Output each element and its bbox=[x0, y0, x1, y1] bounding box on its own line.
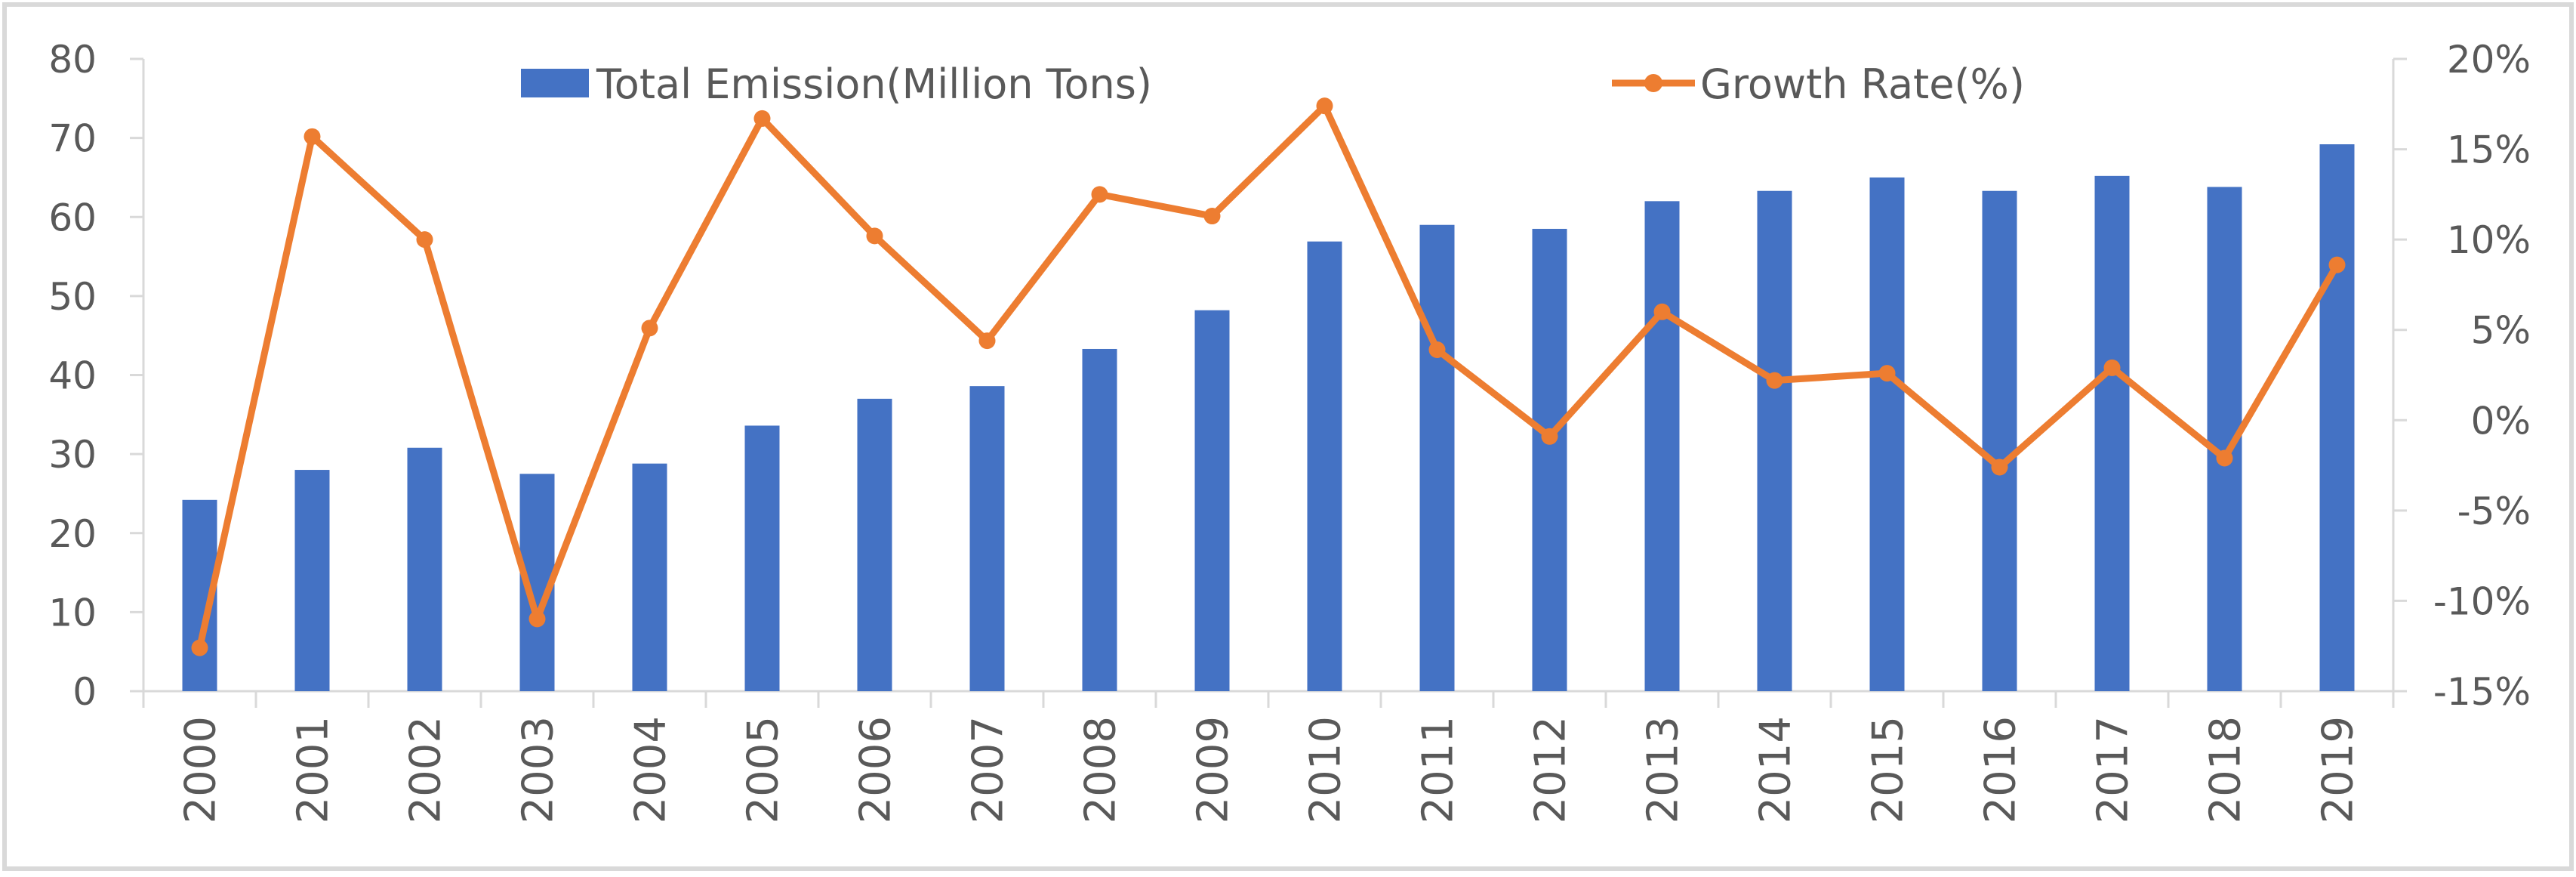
bar-total-emission bbox=[857, 398, 892, 691]
x-tick-label: 2007 bbox=[964, 716, 1013, 824]
growth-rate-point bbox=[1316, 97, 1333, 115]
bar-total-emission bbox=[1082, 348, 1117, 691]
growth-rate-point bbox=[1541, 428, 1558, 445]
x-tick-label: 2012 bbox=[1527, 716, 1576, 824]
bar-total-emission bbox=[1194, 310, 1230, 691]
legend: Total Emission(Million Tons) Growth Rate… bbox=[521, 60, 2025, 108]
bar-total-emission bbox=[407, 447, 442, 691]
bar-total-emission bbox=[294, 470, 330, 691]
bar-total-emission bbox=[969, 386, 1005, 691]
growth-rate-point bbox=[866, 227, 883, 245]
bar-total-emission bbox=[1307, 241, 1342, 692]
x-tick-label: 2018 bbox=[2202, 716, 2251, 824]
y-left-tick-label: 60 bbox=[48, 196, 97, 239]
bar-total-emission bbox=[1419, 224, 1455, 691]
x-tick-label: 2015 bbox=[1864, 716, 1913, 824]
growth-rate-point bbox=[1991, 459, 2008, 476]
legend-label-emission: Total Emission(Million Tons) bbox=[596, 60, 1152, 108]
legend-swatch-emission bbox=[521, 69, 589, 97]
x-tick-label: 2008 bbox=[1077, 716, 1126, 824]
x-tick-label: 2011 bbox=[1414, 716, 1463, 824]
y-left-tick-label: 20 bbox=[48, 512, 97, 556]
x-tick-label: 2010 bbox=[1302, 716, 1351, 824]
bar-total-emission bbox=[2094, 175, 2130, 692]
bar-total-emission bbox=[1644, 201, 1680, 691]
bar-total-emission bbox=[744, 425, 780, 691]
y-left-tick-label: 40 bbox=[48, 354, 97, 398]
y-left-tick-label: 0 bbox=[72, 670, 97, 714]
growth-rate-point bbox=[304, 128, 321, 145]
legend-label-growth: Growth Rate(%) bbox=[1700, 60, 2025, 108]
y-left-tick-label: 70 bbox=[48, 117, 97, 161]
growth-rate-point bbox=[641, 320, 658, 337]
growth-rate-point bbox=[1878, 365, 1896, 382]
bar-total-emission bbox=[1757, 190, 1792, 691]
y-right-tick-label: -10% bbox=[2433, 579, 2531, 623]
growth-rate-point bbox=[1653, 303, 1671, 320]
x-tick-label: 2017 bbox=[2089, 716, 2138, 824]
growth-rate-point bbox=[978, 332, 996, 350]
y-right-tick-label: -15% bbox=[2433, 670, 2531, 714]
x-tick-label: 2002 bbox=[402, 716, 451, 824]
x-tick-label: 2006 bbox=[852, 716, 901, 824]
y-right-tick-label: -5% bbox=[2457, 489, 2531, 533]
growth-rate-point bbox=[528, 610, 546, 628]
bar-total-emission bbox=[1532, 228, 1567, 692]
x-tick-label: 2009 bbox=[1189, 716, 1238, 824]
bar-total-emission bbox=[1982, 190, 2017, 691]
growth-rate-point bbox=[1428, 341, 1446, 359]
growth-rate-point bbox=[1203, 208, 1221, 225]
axes-layer: 0 10 20 30 40 50 60 70 80 -15% -10% -5% 0% 5% 10% 15% 20… bbox=[48, 38, 2531, 824]
bar-total-emission bbox=[2319, 144, 2355, 691]
legend-swatch-growth-marker bbox=[1644, 74, 1662, 92]
x-tick-label: 2016 bbox=[1977, 716, 2026, 824]
growth-rate-point bbox=[1091, 186, 1108, 203]
x-tick-label: 2000 bbox=[177, 716, 226, 824]
x-tick-label: 2003 bbox=[514, 716, 563, 824]
y-right-tick-label: 15% bbox=[2447, 128, 2531, 172]
growth-rate-point bbox=[1766, 372, 1783, 389]
growth-rate-point bbox=[2328, 256, 2346, 273]
x-tick-label: 2004 bbox=[627, 716, 676, 824]
y-right-tick-label: 20% bbox=[2447, 38, 2531, 82]
growth-rate-point bbox=[416, 231, 433, 249]
bar-total-emission bbox=[1869, 177, 1905, 691]
y-right-tick-label: 5% bbox=[2471, 309, 2531, 353]
growth-rate-point bbox=[753, 110, 771, 127]
growth-rate-line bbox=[196, 102, 2340, 649]
x-tick-label: 2013 bbox=[1639, 716, 1688, 824]
y-right-tick-label: 0% bbox=[2471, 399, 2531, 443]
y-left-tick-label: 30 bbox=[48, 433, 97, 477]
bar-total-emission bbox=[632, 463, 667, 691]
x-tick-label: 2019 bbox=[2314, 716, 2363, 824]
y-right-tick-label: 10% bbox=[2447, 218, 2531, 262]
x-tick-label: 2001 bbox=[289, 716, 338, 824]
growth-rate-point bbox=[2216, 449, 2233, 467]
y-left-tick-label: 80 bbox=[48, 38, 97, 82]
x-tick-label: 2005 bbox=[739, 716, 788, 824]
growth-rate-point bbox=[191, 639, 208, 656]
y-left-tick-label: 50 bbox=[48, 275, 97, 319]
y-left-tick-label: 10 bbox=[48, 591, 97, 635]
x-tick-label: 2014 bbox=[1752, 716, 1801, 824]
line-layer bbox=[191, 97, 2346, 656]
growth-rate-point bbox=[2103, 359, 2121, 376]
